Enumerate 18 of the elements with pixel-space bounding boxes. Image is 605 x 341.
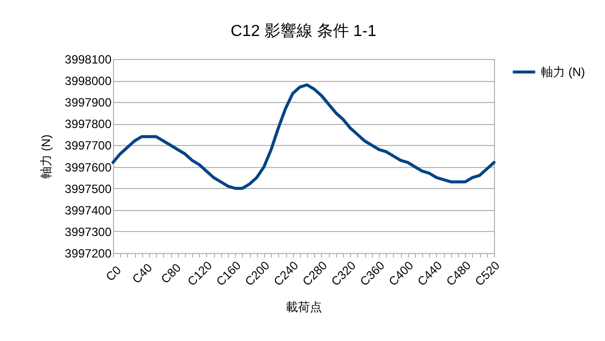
y-tick-label: 3997600 [64, 160, 112, 174]
y-axis-title: 軸力 (N) [38, 134, 53, 178]
line-series [112, 83, 496, 190]
y-tick-label: 3997500 [64, 182, 112, 196]
chart-title: C12 影響線 条件 1-1 [230, 22, 377, 40]
y-tick-label: 3997900 [64, 96, 112, 110]
y-tick-label: 3998000 [64, 74, 112, 88]
y-tick-label: 3997700 [64, 138, 112, 153]
x-tick-label: C40 [130, 260, 156, 286]
x-tick-label: C80 [158, 260, 184, 286]
x-tick-label: C0 [103, 262, 124, 284]
legend-label: 軸力 (N) [541, 65, 585, 79]
y-tick-label: 3997800 [64, 117, 112, 132]
x-axis-title: 載荷点 [286, 300, 322, 314]
y-tick-label: 3998100 [64, 52, 112, 66]
y-tick-label: 3997200 [64, 246, 112, 260]
y-tick-label: 3997400 [64, 203, 112, 218]
y-tick-label: 3997300 [64, 224, 112, 239]
